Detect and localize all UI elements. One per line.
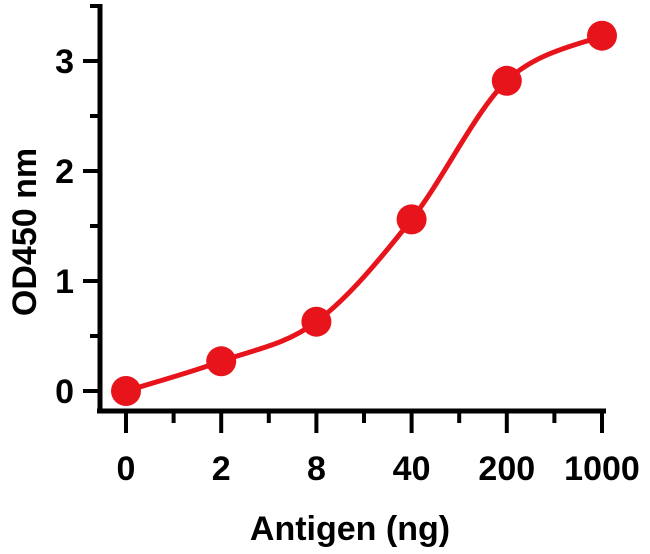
- x-tick-label: 200: [478, 450, 535, 488]
- curve-layer: [123, 33, 605, 394]
- x-tick-label: 40: [393, 450, 431, 488]
- data-point: [491, 65, 522, 96]
- x-axis-title: Antigen (ng): [250, 510, 450, 548]
- data-point: [206, 346, 237, 377]
- axis-layer: 0 1 2 3 0 2 8 40 200 1000: [55, 4, 640, 488]
- x-ticks: 0 2 8 40 200 1000: [117, 411, 640, 488]
- y-tick-label: 1: [55, 263, 74, 301]
- y-ticks: 0 1 2 3: [55, 4, 100, 411]
- y-tick-label: 0: [55, 373, 74, 411]
- data-point: [587, 20, 617, 51]
- x-tick-label: 1000: [564, 450, 640, 488]
- x-tick-label: 8: [307, 450, 326, 488]
- series-line: [123, 33, 605, 394]
- y-axis-title: OD450 nm: [6, 148, 44, 316]
- data-point: [301, 306, 332, 337]
- data-point: [396, 204, 427, 235]
- x-tick-label: 2: [212, 450, 231, 488]
- y-tick-label: 3: [55, 43, 74, 81]
- y-tick-label: 2: [55, 153, 74, 191]
- data-point: [111, 376, 141, 406]
- point-layer: [111, 20, 617, 406]
- x-tick-label: 0: [117, 450, 136, 488]
